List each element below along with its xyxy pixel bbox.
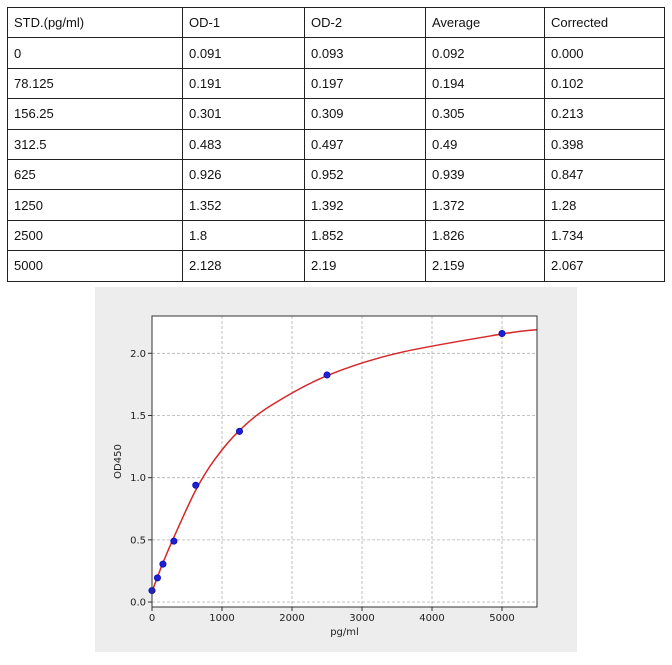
standard-curve-chart: 0 1000 2000 3000 4000 5000 0.0 0.5 1.0 1.5 2.0 pg/m…: [95, 287, 577, 652]
table-cell: 2.067: [544, 250, 665, 282]
x-tick-label: 0: [149, 613, 155, 624]
table-cell: 1.852: [304, 219, 426, 252]
table-row: 1250 1.352 1.392 1.372 1.28: [7, 189, 665, 221]
table-cell: 0.213: [544, 98, 665, 130]
table-cell: 1.734: [544, 219, 665, 252]
y-tick-label: 0.5: [130, 535, 146, 546]
table-cell: 0.483: [182, 128, 305, 160]
table-cell: 1.8: [182, 219, 305, 252]
table-cell: 0.301: [182, 98, 305, 130]
x-axis-label: pg/ml: [330, 627, 359, 638]
table-header-row: STD.(pg/ml) OD-1 OD-2 Average Corrected: [7, 6, 665, 39]
table-cell: 0.952: [304, 158, 426, 191]
data-point: [323, 371, 331, 379]
table-cell: 1250: [7, 189, 183, 221]
table-cell: 1.392: [304, 189, 426, 221]
table-cell: 2.19: [304, 250, 426, 282]
data-point: [236, 427, 244, 435]
table-cell: 0.926: [182, 158, 305, 191]
table-cell: 2.128: [182, 250, 305, 282]
table-cell: 0.847: [544, 158, 665, 191]
header-corrected: Corrected: [544, 6, 665, 39]
table-row: 625 0.926 0.952 0.939 0.847: [7, 158, 665, 191]
y-tick-label: 1.5: [130, 411, 146, 422]
data-point: [159, 560, 167, 568]
standard-curve-table: STD.(pg/ml) OD-1 OD-2 Average Corrected …: [7, 6, 665, 282]
table-cell: 0.305: [425, 98, 545, 130]
table-row: 78.125 0.191 0.197 0.194 0.102: [7, 67, 665, 100]
y-tick-label: 2.0: [130, 349, 146, 360]
header-average: Average: [425, 6, 545, 39]
table-cell: 2500: [7, 219, 183, 252]
table-cell: 0.197: [304, 67, 426, 100]
table-cell: 1.352: [182, 189, 305, 221]
table-cell: 0.497: [304, 128, 426, 160]
table-cell: 0.309: [304, 98, 426, 130]
table-cell: 1.28: [544, 189, 665, 221]
y-tick-label: 0.0: [130, 598, 146, 609]
header-std: STD.(pg/ml): [7, 6, 183, 39]
table-row: 2500 1.8 1.852 1.826 1.734: [7, 219, 665, 252]
table-cell: 1.372: [425, 189, 545, 221]
table-row: 312.5 0.483 0.497 0.49 0.398: [7, 128, 665, 160]
table-cell: 78.125: [7, 67, 183, 100]
data-point: [153, 574, 161, 582]
table-cell: 0.092: [425, 37, 545, 69]
table-cell: 5000: [7, 250, 183, 282]
table-cell: 0.191: [182, 67, 305, 100]
table-cell: 312.5: [7, 128, 183, 160]
table-cell: 0.398: [544, 128, 665, 160]
data-point: [498, 330, 506, 338]
table-cell: 0.093: [304, 37, 426, 69]
table-cell: 0.194: [425, 67, 545, 100]
table-cell: 625: [7, 158, 183, 191]
x-tick-label: 1000: [209, 613, 234, 624]
data-point: [192, 481, 200, 489]
x-tick-label: 2000: [279, 613, 304, 624]
x-tick-label: 3000: [349, 613, 374, 624]
chart-svg: 0 1000 2000 3000 4000 5000 0.0 0.5 1.0 1.5 2.0 pg/m…: [113, 315, 538, 638]
header-od2: OD-2: [304, 6, 426, 39]
y-tick-label: 1.0: [130, 473, 146, 484]
table-row: 156.25 0.301 0.309 0.305 0.213: [7, 98, 665, 130]
table-cell: 0.939: [425, 158, 545, 191]
table-cell: 1.826: [425, 219, 545, 252]
table-cell: 2.159: [425, 250, 545, 282]
table-cell: 0.102: [544, 67, 665, 100]
header-od1: OD-1: [182, 6, 305, 39]
plot-frame: [151, 315, 538, 608]
x-tick-label: 4000: [419, 613, 444, 624]
table-row: 5000 2.128 2.19 2.159 2.067: [7, 250, 665, 282]
y-axis-label: OD450: [113, 444, 124, 479]
plot-area: [152, 316, 537, 607]
table-cell: 0.000: [544, 37, 665, 69]
table-cell: 0.091: [182, 37, 305, 69]
data-point: [170, 537, 178, 545]
table-cell: 156.25: [7, 98, 183, 130]
table-cell: 0.49: [425, 128, 545, 160]
table-row: 0 0.091 0.093 0.092 0.000: [7, 37, 665, 69]
table-cell: 0: [7, 37, 183, 69]
x-tick-label: 5000: [489, 613, 514, 624]
